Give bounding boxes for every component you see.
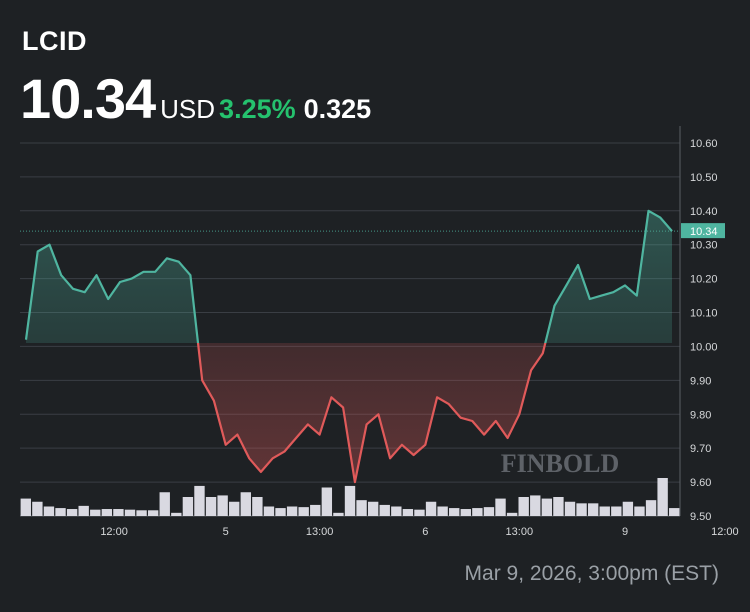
x-tick-label: 12:00 — [100, 526, 128, 538]
volume-bar — [147, 510, 159, 516]
price-line-up — [24, 209, 673, 344]
volume-bar — [449, 508, 460, 516]
volume-bar — [194, 485, 205, 516]
x-tick-label: 13:00 — [306, 526, 334, 538]
volume-bar — [541, 498, 553, 516]
volume-bar — [20, 498, 31, 516]
axis-labels: 10.60 10.50 10.40 10.30 10.20 10.10 10.00 9.90 9… — [100, 138, 738, 538]
volume-bar — [55, 508, 66, 516]
area-above-baseline — [26, 210, 672, 344]
volume-bar — [472, 508, 483, 516]
quote-row: 10.34 USD 3.25% 0.325 — [20, 66, 371, 131]
volume-bar — [391, 506, 402, 516]
y-tick-label: 10.20 — [690, 274, 718, 286]
volume-bar — [101, 509, 113, 516]
volume-bar — [564, 501, 576, 516]
volume-bar — [367, 501, 379, 516]
volume-bar — [32, 501, 43, 516]
volume-bar — [124, 509, 136, 516]
volume-bar — [402, 509, 414, 516]
volume-bar — [217, 495, 228, 516]
x-tick-label: 6 — [422, 526, 428, 538]
volume-bar — [669, 508, 680, 516]
volume-bar — [321, 487, 333, 516]
volume-bar — [240, 492, 251, 516]
volume-bar — [171, 512, 182, 516]
currency-label: USD — [160, 94, 216, 124]
volume-bar — [518, 497, 529, 516]
volume-bar — [611, 506, 622, 516]
y-tick-label: 10.00 — [690, 341, 718, 353]
y-tick-label: 9.70 — [690, 443, 711, 455]
y-tick-label: 9.80 — [690, 409, 711, 421]
current-price: 10.34 — [20, 67, 156, 130]
volume-bar — [587, 503, 599, 516]
volume-bar — [159, 492, 170, 516]
volume-bar — [356, 500, 367, 516]
finbold-watermark: FINBOLD — [501, 449, 619, 478]
price-line-down — [196, 343, 547, 484]
y-tick-label: 10.50 — [690, 172, 718, 184]
volume-bar — [263, 506, 275, 516]
volume-bar — [182, 497, 194, 516]
volume-bar — [286, 506, 298, 516]
volume-bar — [460, 509, 471, 516]
volume-bar — [495, 498, 506, 516]
volume-bar — [506, 512, 518, 516]
volume-bar — [425, 501, 437, 516]
change-percent: 3.25% — [219, 94, 296, 124]
y-tick-label: 9.60 — [690, 477, 711, 489]
y-tick-label: 10.60 — [690, 138, 718, 150]
price-area — [26, 210, 672, 483]
volume-bar — [136, 510, 147, 516]
volume-bar — [333, 512, 344, 516]
volume-bar — [252, 497, 263, 516]
volume-bar — [310, 504, 321, 516]
volume-bar — [634, 506, 645, 516]
area-below-baseline — [198, 343, 546, 483]
x-tick-label: 13:00 — [506, 526, 534, 538]
volume-bar — [379, 504, 390, 516]
volume-bar — [78, 505, 89, 516]
volume-bar — [657, 478, 668, 516]
y-tick-label: 9.90 — [690, 375, 711, 387]
volume-bar — [275, 508, 286, 516]
volume-bar — [553, 497, 564, 516]
volume-bar — [414, 509, 425, 516]
volume-bars — [20, 478, 680, 516]
y-tick-label: 9.50 — [690, 511, 711, 523]
volume-bar — [66, 509, 78, 516]
y-tick-label: 10.30 — [690, 240, 718, 252]
y-tick-label: 10.10 — [690, 308, 718, 320]
x-tick-label: 12:00 — [711, 526, 739, 538]
volume-bar — [645, 500, 657, 516]
volume-bar — [483, 507, 495, 516]
change-absolute: 0.325 — [303, 94, 372, 124]
volume-bar — [229, 501, 240, 516]
volume-bar — [113, 509, 124, 516]
last-value-label: 10.34 — [690, 226, 718, 238]
volume-bar — [576, 503, 587, 516]
x-tick-label: 9 — [622, 526, 628, 538]
volume-bar — [599, 506, 610, 516]
volume-bar — [530, 495, 541, 516]
price-line — [24, 209, 673, 484]
y-tick-label: 10.40 — [690, 206, 718, 218]
volume-bar — [43, 506, 55, 516]
ticker-symbol: LCID — [22, 26, 87, 56]
volume-bar — [90, 509, 101, 516]
volume-bar — [298, 507, 309, 516]
last-value-tag — [681, 223, 725, 239]
volume-bar — [437, 506, 448, 516]
volume-bar — [205, 497, 217, 516]
volume-bar — [622, 501, 634, 516]
x-tick-label: 5 — [223, 526, 229, 538]
volume-bar — [344, 485, 356, 516]
timestamp: Mar 9, 2026, 3:00pm (EST) — [464, 562, 719, 585]
